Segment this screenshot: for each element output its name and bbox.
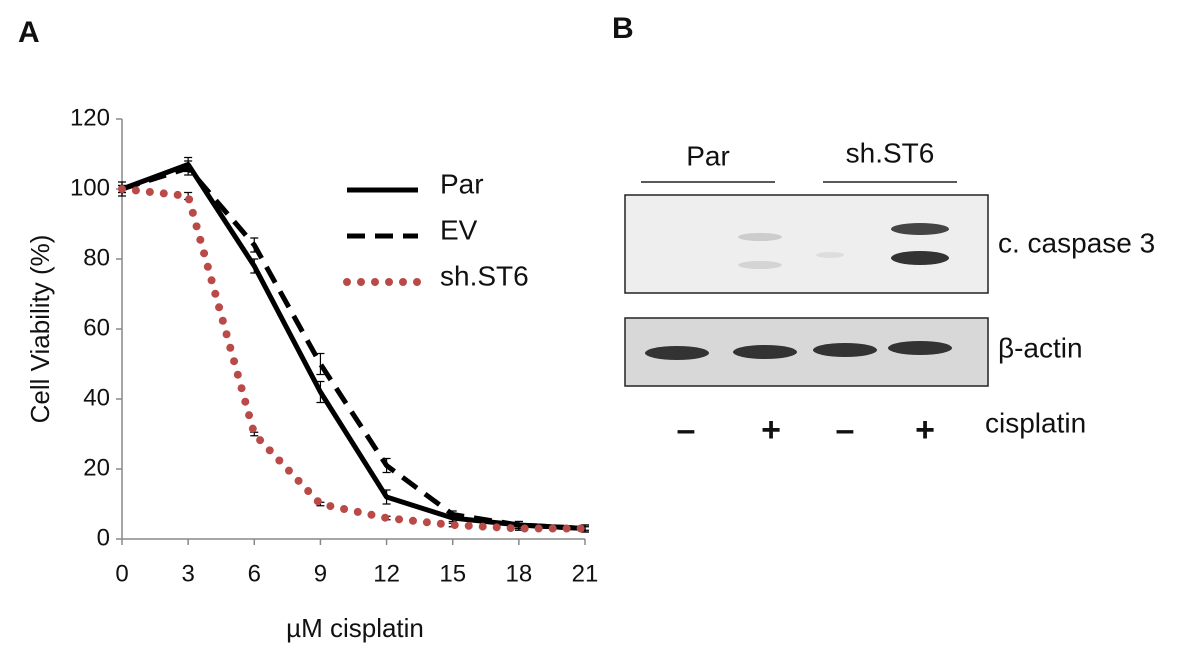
x-axis-title: µM cisplatin	[286, 613, 424, 643]
blot: Par sh.ST6 c. caspase 3 β-actin – + – + …	[624, 137, 1155, 449]
y-tick-label: 0	[97, 524, 110, 551]
x-tick-label: 15	[439, 560, 466, 587]
x-tick-label: 9	[314, 560, 327, 587]
band	[813, 343, 877, 357]
x-tick-label: 3	[181, 560, 194, 587]
error-bar	[250, 431, 259, 437]
band	[738, 233, 782, 241]
panel-label: B	[612, 12, 634, 45]
band	[888, 341, 952, 355]
band-label: β-actin	[998, 332, 1083, 363]
y-tick-label: 80	[83, 244, 110, 271]
x-tick-label: 0	[115, 560, 128, 587]
group-label: Par	[686, 140, 730, 171]
legend-label: Par	[440, 168, 484, 199]
error-bar	[316, 352, 325, 376]
y-axis-title: Cell Viability (%)	[25, 235, 55, 424]
legend-label: EV	[440, 214, 478, 245]
x-tick-label: 12	[373, 560, 400, 587]
x-tick-label: 6	[248, 560, 261, 587]
y-tick-label: 60	[83, 314, 110, 341]
treatment-label: cisplatin	[985, 407, 1086, 438]
band	[891, 223, 949, 235]
panel-label: A	[18, 16, 40, 49]
band	[891, 251, 949, 265]
y-tick-label: 20	[83, 454, 110, 481]
band	[738, 261, 782, 269]
blot-panel	[624, 194, 989, 294]
legend-label: sh.ST6	[440, 260, 529, 291]
treatment-sign: +	[761, 411, 781, 449]
x-tick-label: 21	[572, 560, 599, 587]
y-tick-label: 100	[70, 174, 110, 201]
series-line	[121, 165, 586, 531]
series-line	[121, 162, 586, 531]
y-tick-label: 40	[83, 384, 110, 411]
treatment-sign: –	[836, 411, 855, 449]
band	[733, 345, 797, 359]
x-tick-label: 18	[506, 560, 533, 587]
group-label: sh.ST6	[846, 137, 935, 168]
series-line	[118, 185, 589, 533]
treatment-sign: –	[677, 411, 696, 449]
y-tick-label: 120	[70, 104, 110, 131]
treatment-sign: +	[915, 411, 935, 449]
band	[816, 252, 844, 258]
band	[645, 346, 709, 360]
band-label: c. caspase 3	[998, 227, 1155, 258]
